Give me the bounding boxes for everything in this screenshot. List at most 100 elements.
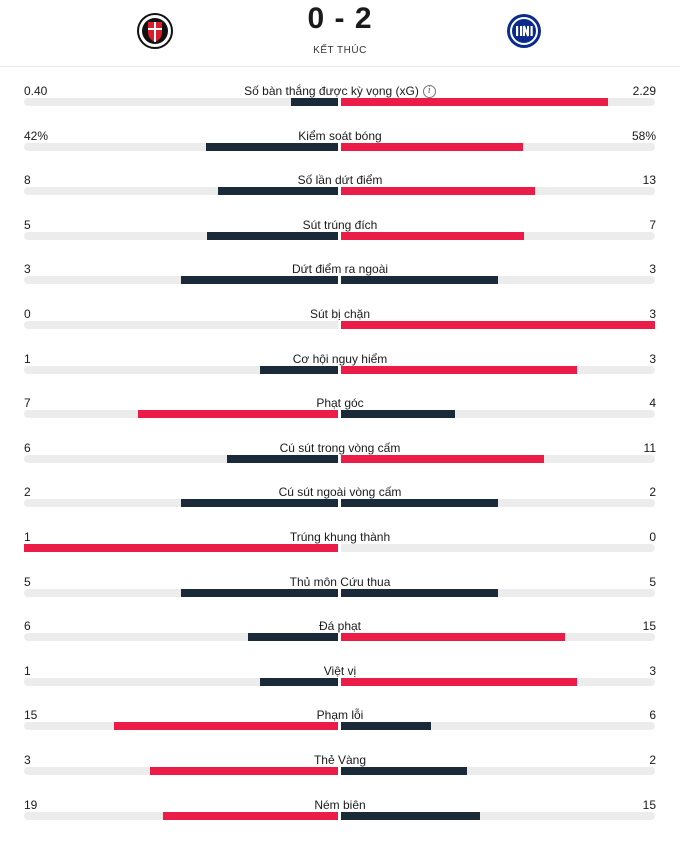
home-bar-track xyxy=(24,321,338,329)
away-bar-track xyxy=(341,231,655,240)
stat-label: Thủ môn Cứu thua xyxy=(140,575,540,589)
home-stat-value: 3 xyxy=(24,753,31,767)
stat-label-text: Số lần dứt điểm xyxy=(297,173,383,188)
away-stat-value: 3 xyxy=(649,351,656,366)
home-bar-fill xyxy=(138,410,338,419)
away-bar-track xyxy=(341,499,655,508)
match-status: KẾT THÚC xyxy=(313,45,367,56)
away-bar-track xyxy=(341,544,655,552)
stat-label: Việt vị xyxy=(140,664,540,678)
home-stat-value: 5 xyxy=(24,574,31,589)
home-stat-value: 3 xyxy=(24,262,31,277)
stat-row: 1 Cơ hội nguy hiểm 3 xyxy=(0,352,680,396)
inter-crest-icon xyxy=(507,14,541,48)
home-bar-track xyxy=(24,454,338,463)
stat-label-text: Dứt điểm ra ngoài xyxy=(291,262,389,277)
stat-label-text: Cú sút trong vòng cấm xyxy=(279,440,401,455)
away-bar-track xyxy=(341,276,655,285)
home-stat-value: 1 xyxy=(24,530,31,544)
home-stat-value: 2 xyxy=(24,485,31,500)
home-score: 0 xyxy=(307,2,326,35)
away-bar-fill xyxy=(341,187,536,196)
away-bar-track xyxy=(341,767,655,775)
away-stat-value: 11 xyxy=(643,440,656,455)
home-bar-track xyxy=(24,722,338,731)
home-bar-fill xyxy=(162,811,338,820)
stat-label: Phạt góc xyxy=(140,396,540,410)
home-bar-fill xyxy=(291,98,338,106)
home-bar-track xyxy=(24,276,338,285)
away-team-logo[interactable] xyxy=(504,11,544,51)
stat-label: Kiểm soát bóng xyxy=(140,129,540,143)
stat-label-text: Số bàn thắng được kỳ vọng (xG) xyxy=(244,84,419,98)
away-bar-fill xyxy=(341,321,655,329)
away-bar-track xyxy=(341,410,655,419)
stat-label-text: Phạm lỗi xyxy=(316,708,364,723)
away-bar-track xyxy=(341,722,655,731)
home-bar-track xyxy=(24,187,338,196)
score-separator: - xyxy=(334,2,346,35)
stat-row: 6 Đá phạt 15 xyxy=(0,619,680,663)
stat-label-text: Ném biên xyxy=(314,797,366,812)
away-stat-value: 6 xyxy=(649,708,656,723)
away-bar-fill xyxy=(341,677,577,686)
stat-label: Sút bị chặn xyxy=(140,307,540,321)
stat-label-text: Thủ môn Cứu thua xyxy=(289,574,391,589)
home-stat-value: 6 xyxy=(24,619,31,634)
away-bar-fill xyxy=(341,722,431,731)
stat-row: 3 Dứt điểm ra ngoài 3 xyxy=(0,262,680,306)
home-bar-track xyxy=(24,633,338,642)
home-bar-fill xyxy=(218,187,338,196)
stat-label-text: Cơ hội nguy hiểm xyxy=(292,351,388,366)
home-stat-value: 15 xyxy=(24,708,38,723)
away-stat-value: 3 xyxy=(649,307,656,321)
stat-row: 6 Cú sút trong vòng cấm 11 xyxy=(0,441,680,485)
away-bar-track xyxy=(341,187,655,196)
scoreline: 0 - 2 xyxy=(0,2,680,36)
match-header: 0 - 2 KẾT THÚC xyxy=(0,0,680,67)
home-stat-value: 6 xyxy=(24,440,31,455)
away-bar-track xyxy=(341,633,655,642)
home-team-logo[interactable] xyxy=(135,11,175,51)
home-bar-fill xyxy=(206,142,338,151)
home-stat-value: 0 xyxy=(24,307,31,321)
stat-row: 5 Sút trúng đích 7 xyxy=(0,218,680,262)
away-stat-value: 4 xyxy=(649,396,656,411)
stat-label: Phạm lỗi xyxy=(140,708,540,722)
home-stat-value: 1 xyxy=(24,351,31,366)
home-bar-fill xyxy=(149,767,338,775)
home-bar-track xyxy=(24,767,338,775)
home-stat-value: 0.40 xyxy=(24,84,48,98)
home-bar-fill xyxy=(207,231,338,240)
stat-row: 15 Phạm lỗi 6 xyxy=(0,708,680,752)
away-bar-fill xyxy=(341,142,524,151)
stat-label-text: Trúng khung thành xyxy=(289,530,391,544)
stat-label-text: Cú sút ngoài vòng cấm xyxy=(278,485,402,500)
away-bar-fill xyxy=(341,588,498,597)
info-icon[interactable]: i xyxy=(422,85,436,99)
away-stat-value: 3 xyxy=(649,663,656,678)
home-stat-value: 19 xyxy=(24,797,38,812)
away-bar-track xyxy=(341,454,655,463)
home-bar-track xyxy=(24,677,338,686)
away-bar-fill xyxy=(341,231,525,240)
stat-label: Sút trúng đích xyxy=(140,218,540,232)
stat-row: 7 Phạt góc 4 xyxy=(0,396,680,440)
home-bar-track xyxy=(24,544,338,552)
away-bar-track xyxy=(341,321,655,329)
away-bar-track xyxy=(341,677,655,686)
away-bar-fill xyxy=(341,98,609,106)
away-bar-fill xyxy=(341,365,577,374)
home-bar-track xyxy=(24,811,338,820)
stat-label: Cú sút trong vòng cấm xyxy=(140,441,540,455)
home-stat-value: 7 xyxy=(24,396,31,411)
stat-label: Trúng khung thành xyxy=(140,530,540,544)
stat-row: 19 Ném biên 15 xyxy=(0,798,680,842)
home-bar-fill xyxy=(259,677,338,686)
away-bar-track xyxy=(341,142,655,151)
home-bar-fill xyxy=(227,454,338,463)
home-bar-fill xyxy=(24,544,338,552)
stat-label-text: Phạt góc xyxy=(316,396,364,411)
stat-label-text: Thẻ Vàng xyxy=(313,753,367,767)
away-bar-track xyxy=(341,811,655,820)
